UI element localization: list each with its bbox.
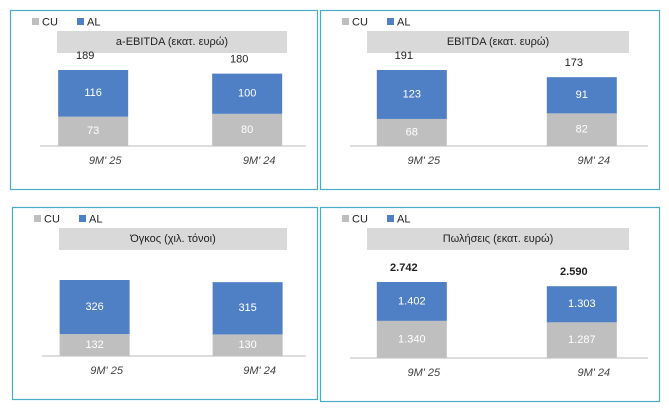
bar-segment	[546, 113, 617, 146]
segment-label: 100	[238, 88, 256, 100]
segment-label: 1.340	[398, 333, 426, 345]
legend-label: CU	[352, 16, 368, 28]
total-label: 180	[230, 54, 248, 66]
segment-label: 80	[241, 124, 253, 136]
segment-label: 1.402	[398, 295, 426, 307]
title-box	[59, 228, 287, 250]
panel-border	[9, 9, 319, 191]
bar-segment	[59, 280, 130, 335]
bar-segment	[546, 322, 617, 358]
bar-segment	[546, 77, 617, 114]
bar-segment	[376, 70, 447, 119]
total-label: 2.590	[560, 266, 588, 278]
bar-segment	[212, 334, 283, 356]
title-box	[57, 31, 287, 53]
legend-swatch	[387, 18, 394, 25]
bar-segment	[59, 334, 130, 356]
legend-label: AL	[397, 16, 410, 28]
legend-label: AL	[87, 16, 100, 28]
segment-label: 73	[87, 125, 99, 137]
segment-label: 1.303	[568, 298, 596, 310]
panel-border	[319, 9, 661, 191]
legend-label: CU	[44, 213, 60, 225]
legend-swatch	[342, 18, 349, 25]
chart-title: a-EBITDA (εκατ. ευρώ)	[116, 36, 228, 48]
title-box	[367, 228, 629, 250]
x-tick-label: 9M' 25	[90, 365, 124, 377]
x-tick-label: 9M' 24	[577, 367, 610, 379]
x-tick-label: 9M' 24	[243, 155, 276, 167]
segment-label: 116	[84, 87, 102, 99]
bar-segment	[376, 118, 447, 146]
bar-segment	[212, 73, 283, 114]
x-tick-label: 9M' 25	[89, 155, 123, 167]
chart-panel: CU AL Πωλήσεις (εκατ. ευρώ) 1.340 1.402 2.742…	[319, 206, 661, 403]
segment-label: 315	[238, 302, 256, 314]
chart-title: EBITDA (εκατ. ευρώ)	[447, 36, 549, 48]
segment-label: 1.287	[568, 334, 596, 346]
x-tick-label: 9M' 24	[243, 365, 276, 377]
x-tick-label: 9M' 25	[407, 155, 441, 167]
segment-label: 130	[238, 339, 256, 351]
segment-label: 68	[406, 126, 418, 138]
legend-swatch	[387, 215, 394, 222]
total-label: 173	[565, 57, 583, 69]
legend-label: AL	[397, 213, 410, 225]
chart-title: Πωλήσεις (εκατ. ευρώ)	[443, 233, 554, 245]
segment-label: 132	[85, 339, 103, 351]
chart-title: Όγκος (χιλ. τόνοι)	[129, 233, 216, 245]
bar-segment	[58, 70, 129, 117]
x-tick-label: 9M' 25	[407, 367, 441, 379]
bar-segment	[376, 320, 447, 358]
x-tick-label: 9M' 24	[577, 155, 610, 167]
total-label: 2.742	[390, 262, 418, 274]
chart-panel: CU AL a-EBITDA (εκατ. ευρώ) 73 116 189 9M' 25 8…	[9, 9, 319, 191]
bar-segment	[546, 286, 617, 323]
segment-label: 91	[576, 89, 588, 101]
panel-border	[11, 206, 319, 401]
bar-segment	[58, 116, 129, 146]
panel-border	[319, 206, 661, 403]
bar-segment	[212, 113, 283, 146]
chart-panel: CU AL EBITDA (εκατ. ευρώ) 68 123 191 9M' 25 82 9…	[319, 9, 661, 191]
bar-segment	[212, 282, 283, 335]
segment-label: 123	[403, 88, 421, 100]
legend-swatch	[32, 18, 39, 25]
legend-swatch	[342, 215, 349, 222]
bar-segment	[376, 282, 447, 321]
title-box	[367, 31, 629, 53]
total-label: 189	[76, 50, 94, 62]
segment-label: 326	[85, 301, 103, 313]
legend-swatch	[77, 18, 84, 25]
legend-label: AL	[89, 213, 102, 225]
segment-label: 82	[576, 124, 588, 136]
legend-label: CU	[352, 213, 368, 225]
legend-label: CU	[42, 16, 58, 28]
chart-panel: CU AL Όγκος (χιλ. τόνοι) 132 326 9M' 25 130 315…	[11, 206, 319, 401]
total-label: 191	[395, 50, 413, 62]
legend-swatch	[34, 215, 41, 222]
legend-swatch	[79, 215, 86, 222]
